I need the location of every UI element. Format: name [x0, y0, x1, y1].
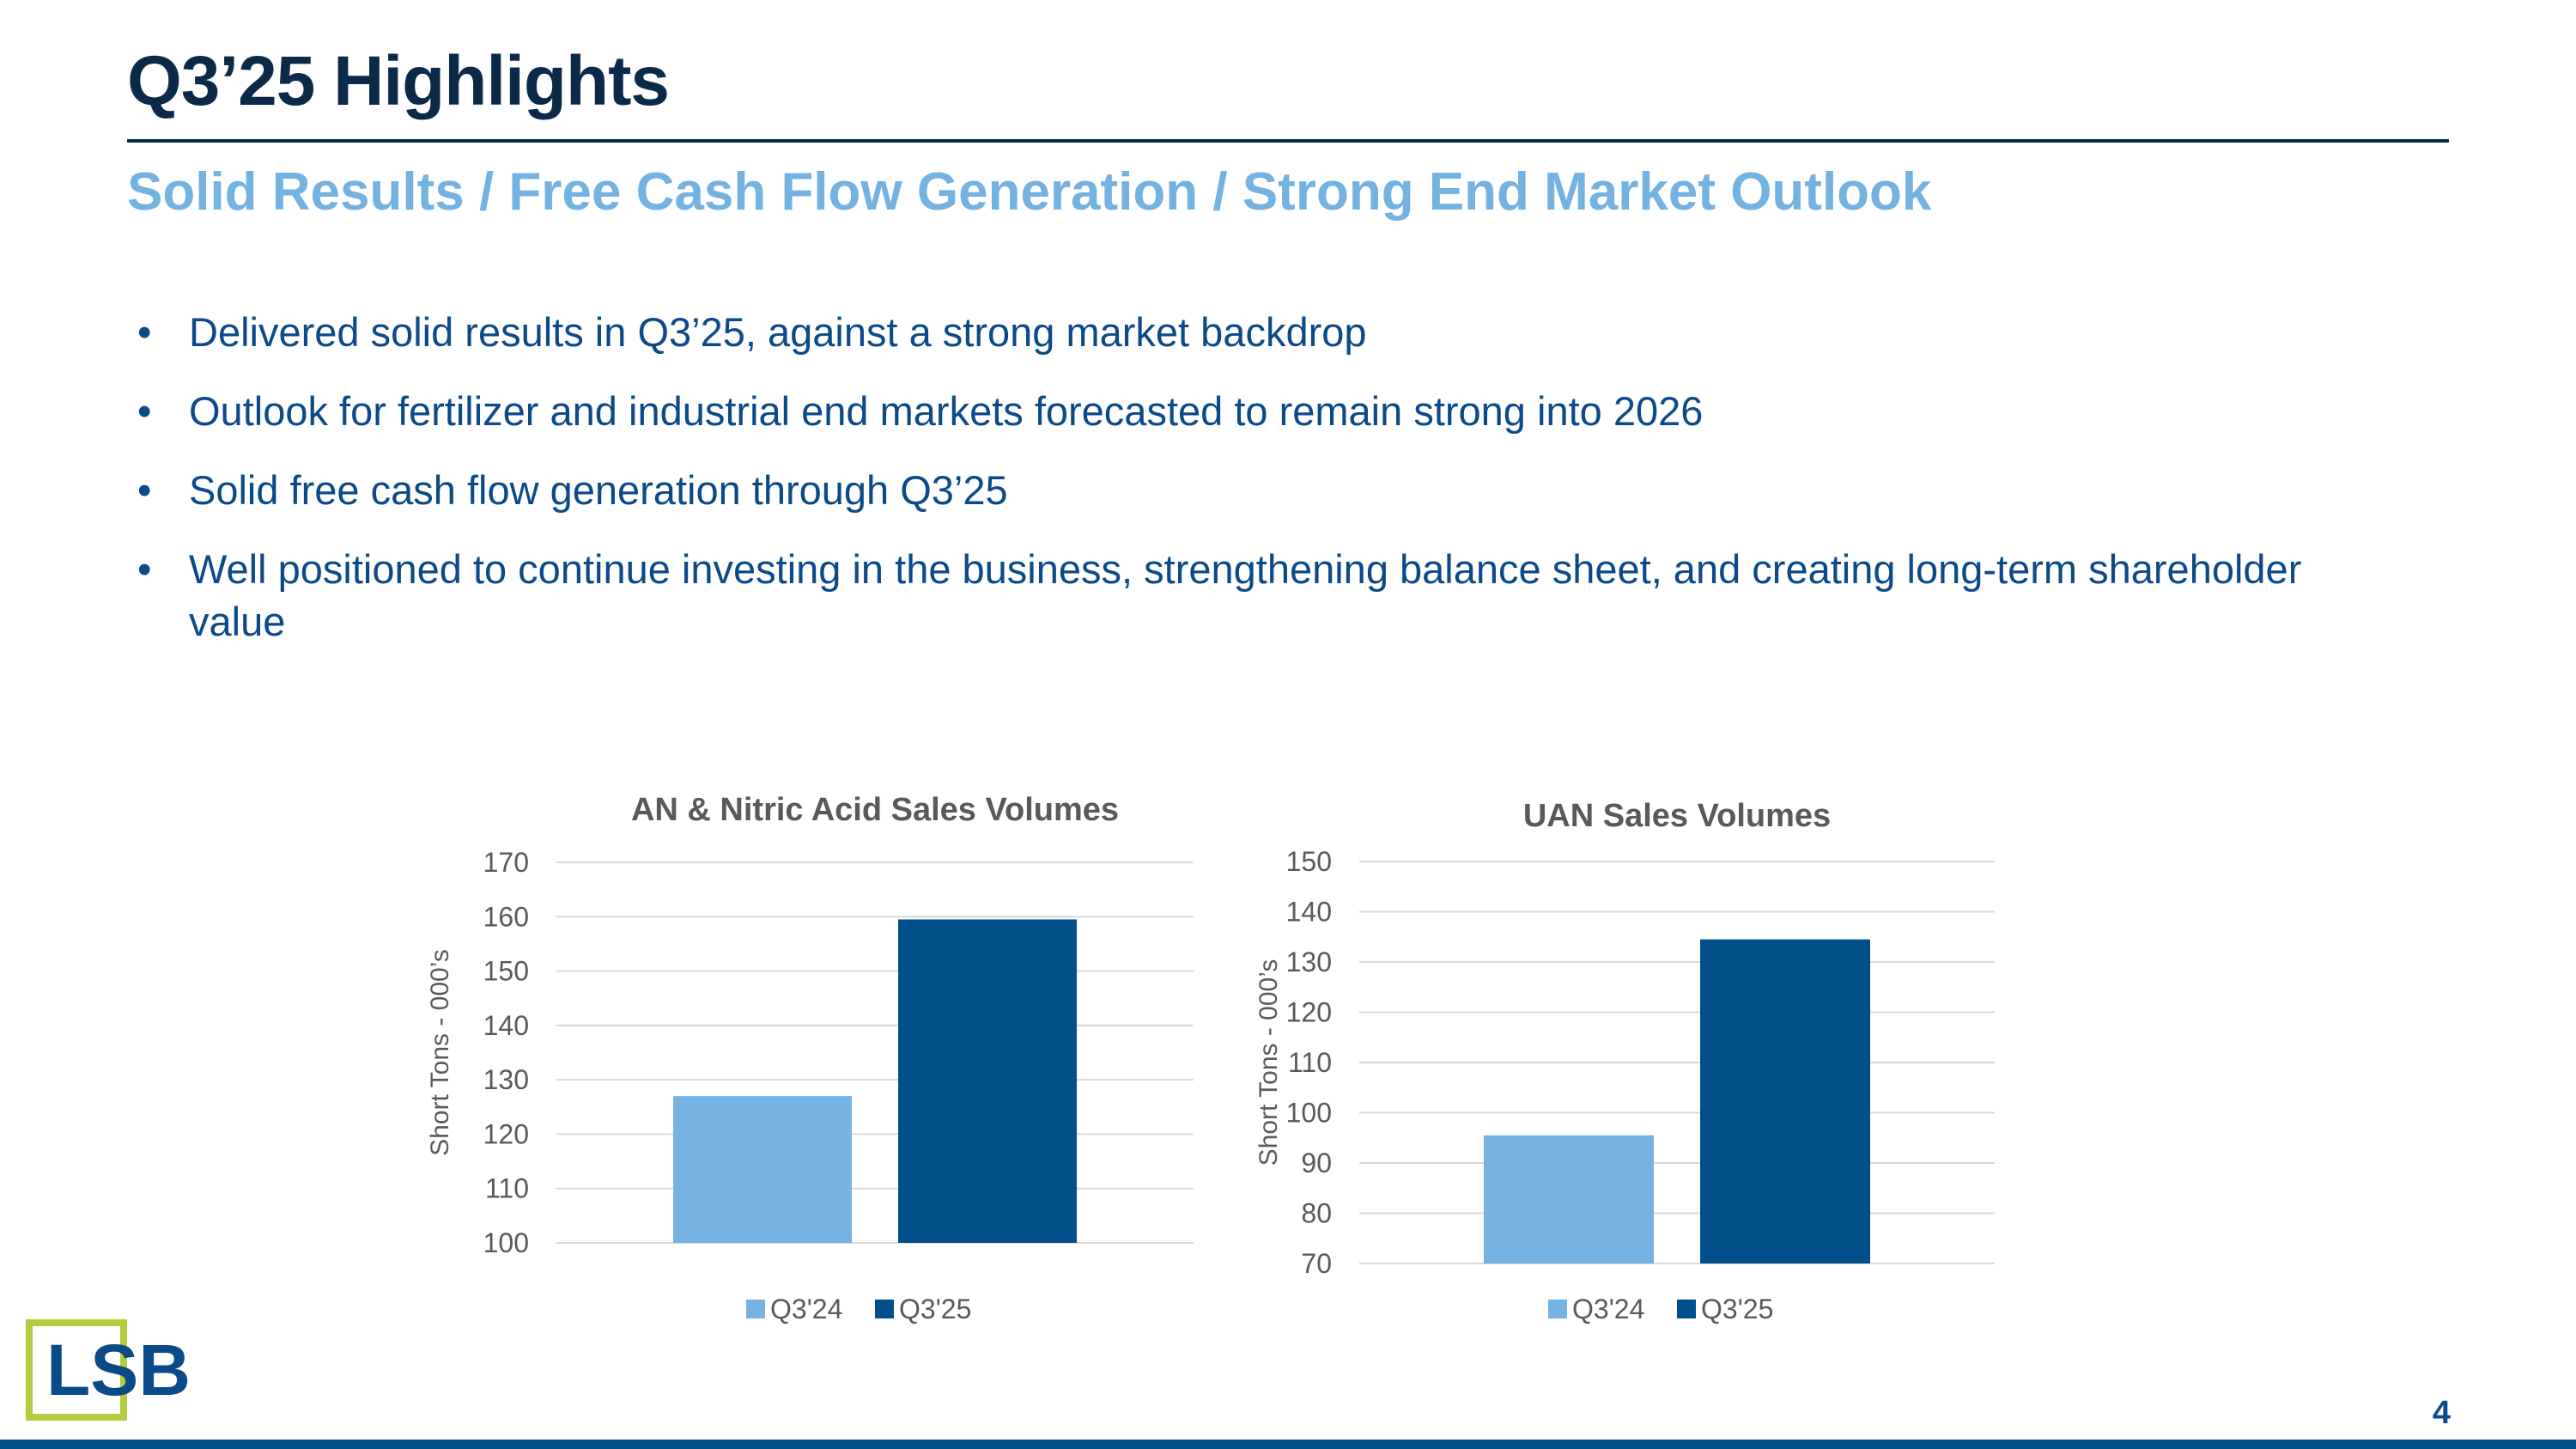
legend-label: Q3'25: [899, 1294, 971, 1324]
y-tick-label: 110: [485, 1173, 529, 1204]
y-tick-label: 170: [483, 847, 529, 878]
y-tick-label: 120: [483, 1118, 529, 1149]
y-tick-label: 150: [483, 956, 529, 987]
y-tick-label: 80: [1301, 1198, 1332, 1229]
y-tick-label: 120: [1286, 997, 1332, 1028]
y-tick-label: 100: [483, 1227, 529, 1258]
slide-subtitle: Solid Results / Free Cash Flow Generatio…: [127, 162, 1932, 222]
y-tick-label: 160: [483, 901, 529, 932]
chart-uan-svg: UAN Sales Volumes 70 80 90 100 110 120 130 140 15…: [1255, 798, 1995, 1324]
bullet-glyph: •: [137, 388, 152, 434]
y-tick-label: 110: [1288, 1047, 1332, 1078]
title-divider: [127, 139, 2449, 143]
bullet-glyph: •: [137, 467, 152, 513]
bar-q325: [1700, 939, 1870, 1263]
bullet-glyph: •: [137, 309, 152, 355]
footer-bar: [0, 1440, 2576, 1449]
y-tick-label: 100: [1286, 1098, 1332, 1129]
bar-q324: [673, 1096, 852, 1243]
bar-q325: [898, 919, 1077, 1243]
bullet-text: Delivered solid results in Q3’25, agains…: [189, 309, 1367, 355]
bullet-item: • Delivered solid results in Q3’25, again…: [137, 306, 2404, 358]
bullet-glyph: •: [137, 546, 152, 592]
bar-q324: [1484, 1135, 1654, 1263]
y-tick-label: 130: [483, 1064, 529, 1095]
logo-box-shape: [26, 1319, 127, 1421]
y-tick-label: 70: [1301, 1248, 1332, 1279]
y-tick-label: 140: [1286, 897, 1332, 928]
y-tick-label: 130: [1286, 947, 1332, 977]
y-tick-label: 140: [483, 1010, 529, 1041]
bullet-list: • Delivered solid results in Q3’25, again…: [137, 306, 2404, 674]
chart-uan: UAN Sales Volumes 70 80 90 100 110 120 130 140 15…: [1241, 773, 2048, 1340]
chart-an-nitric-acid: AN & Nitric Acid Sales Volumes 100 110 120 1…: [412, 773, 1219, 1340]
slide-title: Q3’25 Highlights: [127, 42, 670, 120]
y-axis-label: Short Tons - 000’s: [426, 949, 454, 1156]
legend-swatch: [1677, 1300, 1696, 1318]
legend-swatch: [1548, 1300, 1567, 1318]
bullet-item: • Outlook for fertilizer and industrial e…: [137, 385, 2404, 437]
chart-title: AN & Nitric Acid Sales Volumes: [631, 792, 1119, 828]
logo-text: LSB: [46, 1330, 191, 1410]
bullet-text: Outlook for fertilizer and industrial en…: [189, 388, 1704, 434]
lsb-logo: LSB: [26, 1319, 191, 1421]
bullet-text: Solid free cash flow generation through …: [189, 467, 1008, 513]
page-number: 4: [2432, 1395, 2451, 1431]
legend-label: Q3'24: [1572, 1294, 1644, 1324]
y-axis-label: Short Tons - 000’s: [1255, 959, 1283, 1166]
legend-label: Q3'25: [1701, 1294, 1773, 1324]
legend-swatch: [746, 1300, 765, 1318]
legend-swatch: [875, 1300, 894, 1318]
chart-title: UAN Sales Volumes: [1523, 798, 1831, 834]
bullet-item: • Well positioned to continue investing i…: [137, 543, 2404, 648]
bullet-item: • Solid free cash flow generation through…: [137, 464, 2404, 516]
y-tick-label: 90: [1301, 1148, 1332, 1178]
bullet-text: Well positioned to continue investing in…: [189, 546, 2302, 644]
legend-label: Q3'24: [770, 1294, 842, 1324]
chart-an-nitric-acid-svg: AN & Nitric Acid Sales Volumes 100 110 120 1…: [426, 792, 1194, 1324]
y-tick-label: 150: [1286, 846, 1332, 877]
